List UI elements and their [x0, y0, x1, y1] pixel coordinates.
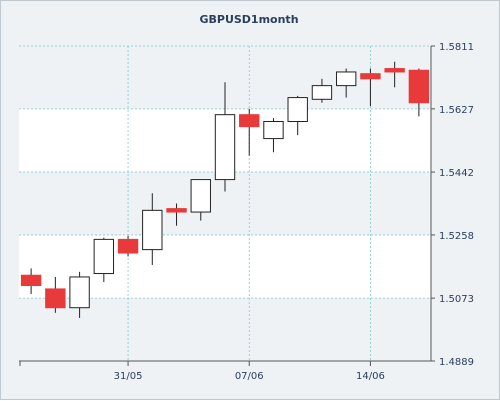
candle-body	[287, 97, 308, 123]
plot-area: 1.5811 1.5627 1.5442 1.5258 1.5073 1.4889 31/0…	[19, 42, 474, 382]
chart-title: GBPUSD1month	[199, 13, 298, 26]
x-tick-label: 14/06	[356, 371, 385, 382]
grid-band	[19, 298, 431, 361]
candle-body	[335, 71, 357, 87]
y-tick-label: 1.5258	[439, 231, 474, 242]
candle-body	[263, 121, 284, 140]
candle-body	[93, 238, 115, 275]
candle-body	[69, 276, 90, 309]
candle-body	[45, 288, 66, 309]
y-tick-label: 1.4889	[439, 357, 474, 368]
candle-body	[214, 114, 236, 181]
candle-body	[142, 209, 163, 251]
x-tick-label: 07/06	[235, 371, 264, 382]
y-tick-label: 1.5073	[439, 294, 474, 305]
y-tick-label: 1.5627	[439, 105, 474, 116]
candle-body	[20, 274, 42, 286]
candle-body	[190, 179, 211, 213]
candle-body	[311, 85, 333, 100]
x-tick-label: 31/05	[114, 371, 143, 382]
candle-body	[384, 68, 405, 73]
y-tick-label: 1.5442	[439, 168, 474, 179]
candle-body	[117, 238, 139, 254]
candle-body	[360, 73, 381, 80]
candle-body	[408, 69, 430, 104]
y-tick-label: 1.5811	[439, 42, 474, 53]
candle-body	[166, 208, 187, 213]
candle-body	[239, 114, 260, 128]
